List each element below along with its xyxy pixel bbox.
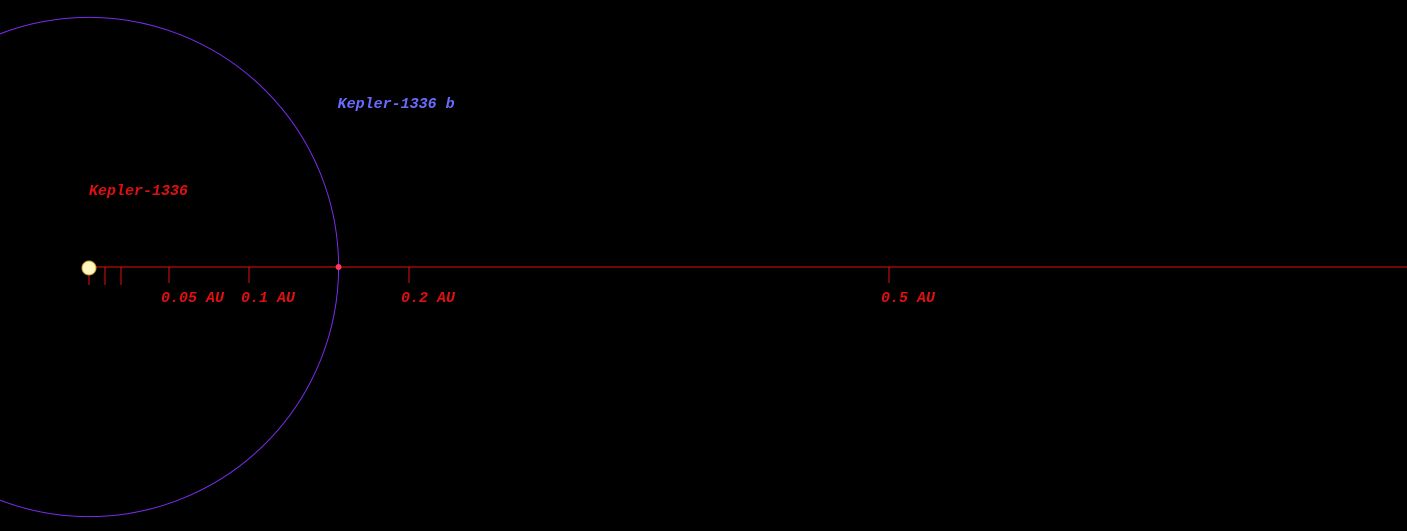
- planet: [335, 264, 342, 270]
- star-label: Kepler-1336: [89, 183, 188, 200]
- scale-tick-label: 0.2 AU: [401, 290, 456, 307]
- scale-tick-label: 0.5 AU: [881, 290, 936, 307]
- star: [81, 260, 97, 276]
- scale-tick-label: 0.05 AU: [161, 290, 225, 307]
- planet-label: Kepler-1336 b: [338, 96, 455, 113]
- scale-tick-label: 0.1 AU: [241, 290, 296, 307]
